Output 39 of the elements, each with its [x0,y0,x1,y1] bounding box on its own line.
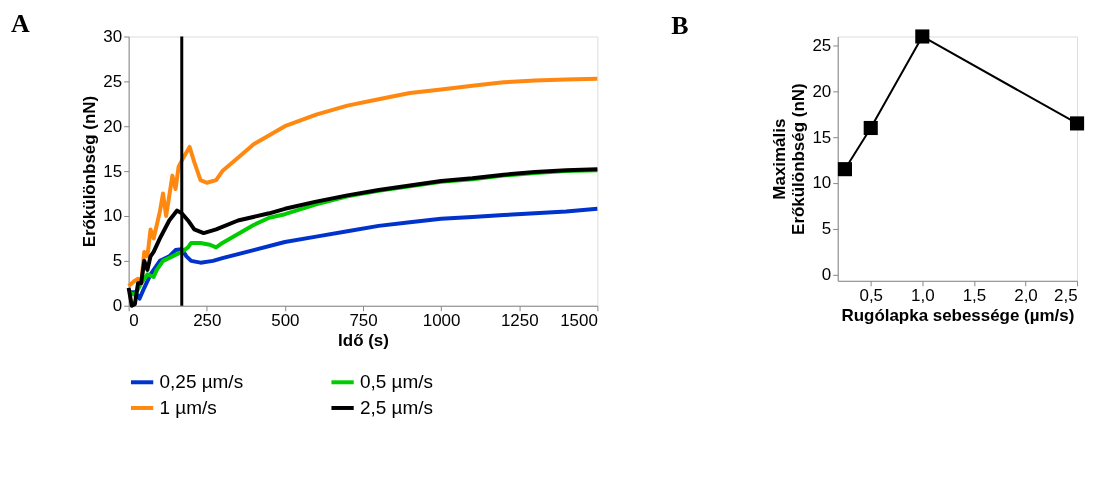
chart-title: A [11,9,31,39]
point [837,162,852,177]
legend-label: 0,5 µm/s [360,371,434,393]
y-axis-title: Maximális Erőkülönbség (nN) [770,83,809,235]
y-axis-title: Erőkülönbség (nN) [80,95,100,248]
y-tick-label: 5 [821,219,832,239]
x-tick-label: 750 [349,311,378,331]
y-tick-label: 15 [812,127,832,147]
x-axis-title: Idő (s) [338,331,389,351]
legend-label: 2,5 µm/s [360,396,434,418]
x-tick-label: 250 [193,311,222,331]
y-tick-label: 5 [112,251,123,271]
point [1070,116,1085,131]
x-tick-label: 500 [271,311,300,331]
point [863,120,878,136]
x-tick-label: 1,5 [962,286,987,306]
line-series [126,76,600,288]
y-tick-label: 25 [812,36,832,56]
y-tick-label: 20 [812,81,832,101]
x-axis-title: Rugólapka sebessége (µm/s) [841,306,1075,326]
point [915,29,930,44]
y-tick-label: 10 [103,206,123,226]
x-tick-label: 1250 [500,311,539,331]
x-tick-label: 1500 [560,311,598,331]
y-tick-label: 25 [103,71,123,91]
x-tick-label: 0 [129,311,139,331]
legend-label: 0,25 µm/s [159,371,244,393]
y-tick-label: 0 [821,264,832,284]
x-tick-label: 2,0 [1014,286,1038,306]
y-tick-label: 10 [812,173,832,193]
y-tick-label: 30 [103,26,123,46]
x-tick-label: 1,0 [911,286,935,306]
x-tick-label: 0,5 [859,286,883,306]
y-tick-label: 20 [103,116,123,136]
chart-title: B [671,11,689,41]
x-tick-label: 1000 [422,311,461,331]
y-tick-label: 15 [103,161,123,181]
legend-label: 1 µm/s [159,396,217,418]
x-tick-label: 2,5 [1054,286,1078,306]
